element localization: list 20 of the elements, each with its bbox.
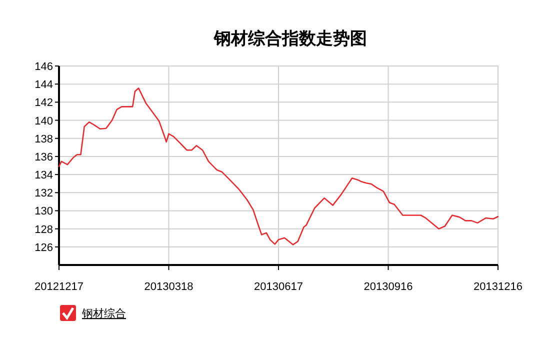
y-tick-label: 140 [34, 115, 53, 128]
x-tick-label: 20121217 [34, 281, 84, 293]
x-tick-label: 20130916 [364, 281, 413, 293]
x-tick-label: 20131216 [474, 281, 522, 293]
y-tick-label: 146 [34, 61, 53, 73]
x-tick-label: 20130318 [144, 281, 194, 293]
y-tick-label: 142 [34, 97, 53, 110]
y-tick-label: 144 [34, 79, 53, 92]
y-tick-label: 130 [34, 206, 53, 218]
y-tick-label: 126 [34, 242, 53, 254]
legend-label: 钢材综合 [81, 307, 126, 320]
y-tick-label: 132 [34, 188, 53, 200]
y-tick-label: 136 [34, 151, 53, 164]
line-series [58, 88, 499, 246]
chart-title: 钢材综合指数走势图 [213, 29, 367, 48]
y-tick-label: 128 [34, 224, 53, 236]
y-tick-label: 138 [34, 133, 53, 146]
y-tick-label: 134 [34, 170, 53, 182]
legend-item: 钢材综合 [60, 305, 126, 321]
x-tick-label: 20130617 [254, 281, 303, 293]
